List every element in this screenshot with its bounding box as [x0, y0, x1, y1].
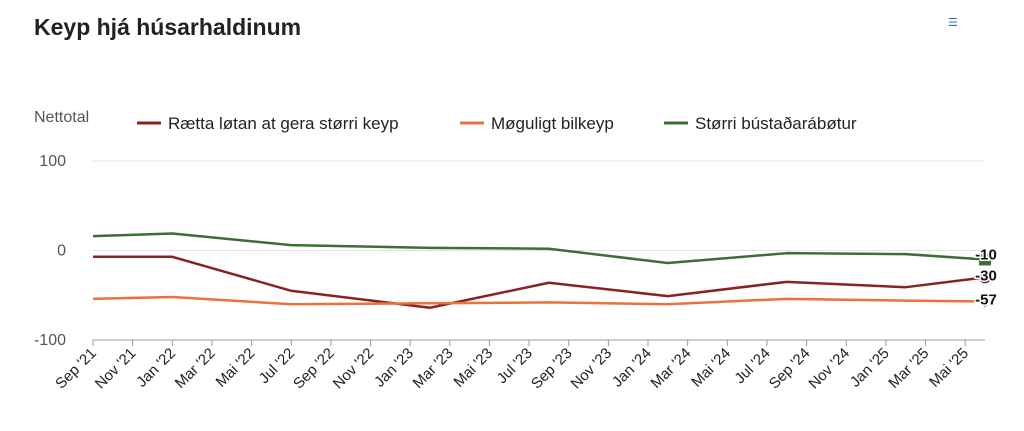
x-tick-label: Sep '24	[766, 345, 814, 393]
end-point-marker	[979, 253, 991, 266]
x-tick-label: Jan '24	[609, 345, 655, 391]
data-label: -57	[975, 292, 997, 309]
x-tick-label: Nov '23	[568, 345, 616, 393]
y-tick-label: 100	[39, 153, 66, 170]
x-tick-label: Mar '25	[885, 345, 932, 392]
x-tick-label: Mar '23	[410, 345, 457, 392]
x-tick-label: Mai '22	[213, 345, 259, 391]
series-line	[92, 232, 986, 265]
data-label: -10	[975, 246, 997, 263]
x-tick-label: Nov '21	[92, 345, 140, 393]
chart-title: Keyp hjá húsarhaldinum	[34, 14, 302, 40]
legend-entry: Størri bústaðarábøtur	[695, 114, 857, 133]
x-tick-label: Sep '21	[52, 345, 100, 393]
y-tick-label: 0	[57, 243, 66, 260]
x-tick-label: Mar '22	[172, 345, 219, 392]
x-tick-label: Jan '25	[847, 345, 893, 391]
legend-entry: Rætta løtan at gera størri keyp	[168, 114, 399, 133]
x-tick-label: Mai '24	[688, 345, 734, 391]
x-tick-label: Mar '24	[647, 345, 694, 392]
x-tick-label: Sep '23	[528, 345, 576, 393]
x-tick-label: Jan '22	[133, 345, 179, 391]
end-point-marker	[979, 271, 991, 284]
legend-entry: Møguligt bilkeyp	[491, 114, 614, 133]
x-tick-label: Mai '25	[926, 345, 972, 391]
hamburger-menu-icon[interactable]: ☰	[948, 17, 958, 29]
x-tick-label: Sep '22	[290, 345, 338, 393]
x-tick-label: Nov '22	[330, 345, 378, 393]
end-point-marker	[979, 295, 991, 308]
y-axis-label: Nettotal	[34, 109, 89, 126]
series-line	[93, 255, 986, 310]
data-label: -30	[975, 267, 997, 284]
x-tick-label: Jan '23	[371, 345, 417, 391]
x-tick-label: Nov '24	[805, 345, 853, 393]
x-tick-label: Mai '23	[450, 345, 496, 391]
series-line	[92, 295, 986, 306]
y-tick-label: -100	[34, 332, 66, 349]
